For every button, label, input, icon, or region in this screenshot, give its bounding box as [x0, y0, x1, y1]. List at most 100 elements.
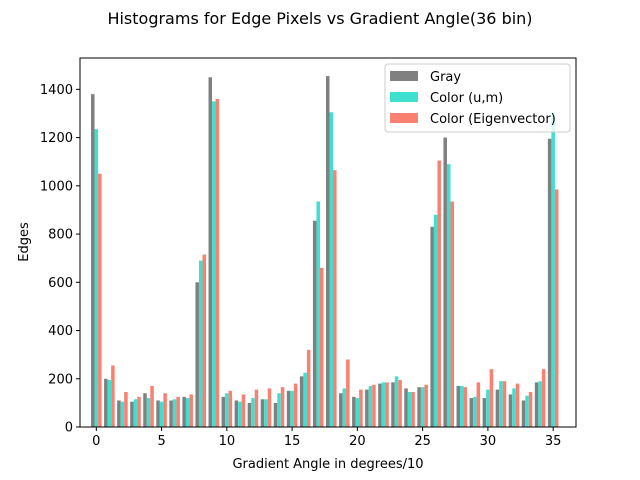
legend-label: Gray: [430, 70, 461, 85]
bar-color-eigenvector-27: [450, 201, 455, 427]
bars-group: [91, 76, 559, 428]
bar-color-u-m-11: [238, 401, 242, 427]
bar-gray-1: [104, 378, 108, 427]
bar-color-eigenvector-32: [515, 383, 520, 427]
x-tick-label: 20: [349, 434, 366, 449]
bar-gray-13: [260, 399, 265, 427]
bar-color-u-m-31: [499, 381, 503, 427]
bar-color-eigenvector-12: [254, 389, 259, 427]
bar-gray-19: [339, 393, 343, 427]
bar-color-u-m-25: [420, 387, 425, 427]
x-axis-ticks: 0 5 10 15 20 25 30 35: [92, 427, 561, 449]
y-tick-label: 0: [65, 421, 73, 436]
bar-color-eigenvector-0: [98, 173, 102, 427]
bar-gray-30: [482, 398, 487, 427]
bar-gray-12: [247, 402, 252, 427]
bar-gray-5: [156, 400, 160, 427]
chart-title: Histograms for Edge Pixels vs Gradient A…: [107, 9, 532, 28]
y-tick-label: 400: [48, 324, 73, 339]
bar-color-u-m-13: [264, 399, 268, 427]
bar-color-u-m-3: [133, 399, 138, 427]
bar-color-u-m-14: [277, 393, 281, 427]
bar-color-eigenvector-8: [202, 254, 207, 427]
bar-gray-25: [417, 387, 421, 427]
bar-color-u-m-0: [94, 129, 99, 427]
bar-color-u-m-18: [329, 112, 334, 427]
bar-color-eigenvector-26: [437, 160, 441, 427]
bar-gray-23: [391, 382, 395, 427]
legend-swatch: [390, 71, 418, 81]
bar-color-u-m-7: [185, 398, 190, 427]
bar-color-u-m-2: [120, 401, 125, 427]
bar-gray-20: [352, 396, 356, 427]
bar-gray-14: [273, 402, 278, 427]
bar-color-eigenvector-23: [398, 379, 402, 427]
x-tick-label: 25: [414, 434, 431, 449]
bar-color-eigenvector-33: [528, 392, 533, 427]
x-tick-label: 10: [219, 434, 236, 449]
bar-color-u-m-34: [538, 381, 542, 427]
bar-gray-21: [365, 389, 369, 427]
bar-gray-27: [443, 137, 447, 427]
bar-color-eigenvector-13: [267, 388, 272, 427]
bar-gray-29: [469, 398, 474, 427]
bar-gray-7: [182, 396, 186, 427]
bar-gray-15: [286, 390, 291, 427]
bar-color-eigenvector-29: [476, 382, 481, 427]
bar-color-u-m-30: [486, 389, 490, 427]
bar-color-eigenvector-22: [385, 382, 389, 427]
bar-color-eigenvector-16: [306, 349, 311, 427]
bar-gray-10: [221, 396, 226, 427]
y-tick-label: 200: [48, 372, 73, 387]
x-tick-label: 15: [284, 434, 301, 449]
bar-gray-4: [143, 393, 147, 427]
bar-color-u-m-27: [446, 164, 451, 427]
bar-color-u-m-12: [251, 398, 255, 427]
bar-color-eigenvector-1: [111, 365, 115, 427]
bar-color-eigenvector-34: [541, 369, 546, 427]
bar-color-eigenvector-18: [333, 170, 337, 427]
bar-color-u-m-6: [172, 399, 177, 427]
bar-color-u-m-23: [394, 376, 399, 427]
bar-gray-16: [299, 376, 304, 427]
y-axis-ticks: 0 200 400 600 800 1000 1200 1400: [40, 83, 80, 436]
x-tick-label: 30: [480, 434, 497, 449]
legend: Gray Color (u,m) Color (Eigenvector): [384, 63, 571, 133]
bar-gray-6: [169, 400, 173, 427]
bar-gray-28: [456, 386, 461, 427]
bar-color-u-m-4: [146, 398, 151, 427]
bar-color-u-m-10: [225, 393, 229, 427]
legend-swatch: [390, 113, 418, 123]
bar-color-eigenvector-14: [280, 387, 285, 427]
bar-gray-32: [508, 394, 513, 427]
bar-color-u-m-22: [381, 382, 386, 427]
bar-color-u-m-32: [512, 388, 516, 427]
y-tick-label: 1200: [40, 131, 73, 146]
bar-color-u-m-16: [303, 372, 307, 427]
bar-gray-31: [495, 389, 500, 427]
bar-gray-35: [547, 138, 552, 428]
bar-color-u-m-15: [290, 390, 294, 427]
bar-color-u-m-29: [473, 396, 477, 427]
bar-color-eigenvector-15: [293, 383, 298, 427]
legend-label: Color (u,m): [430, 91, 503, 106]
bar-color-eigenvector-17: [319, 267, 324, 427]
bar-color-eigenvector-28: [463, 387, 468, 427]
legend-label: Color (Eigenvector): [430, 112, 556, 127]
bar-color-u-m-21: [368, 386, 373, 427]
bar-color-eigenvector-9: [215, 99, 220, 427]
bar-gray-22: [378, 383, 382, 427]
bar-color-u-m-26: [433, 214, 438, 427]
y-tick-label: 600: [48, 276, 73, 291]
bar-color-u-m-19: [342, 388, 347, 427]
bar-gray-9: [208, 77, 213, 427]
bar-color-eigenvector-4: [150, 386, 154, 427]
bar-color-eigenvector-7: [189, 394, 193, 427]
plot-frame: [79, 57, 577, 428]
y-tick-label: 1400: [40, 83, 73, 98]
bar-gray-34: [534, 382, 539, 427]
bar-gray-2: [117, 400, 121, 427]
bar-gray-18: [325, 76, 330, 427]
bar-color-eigenvector-21: [372, 384, 376, 427]
